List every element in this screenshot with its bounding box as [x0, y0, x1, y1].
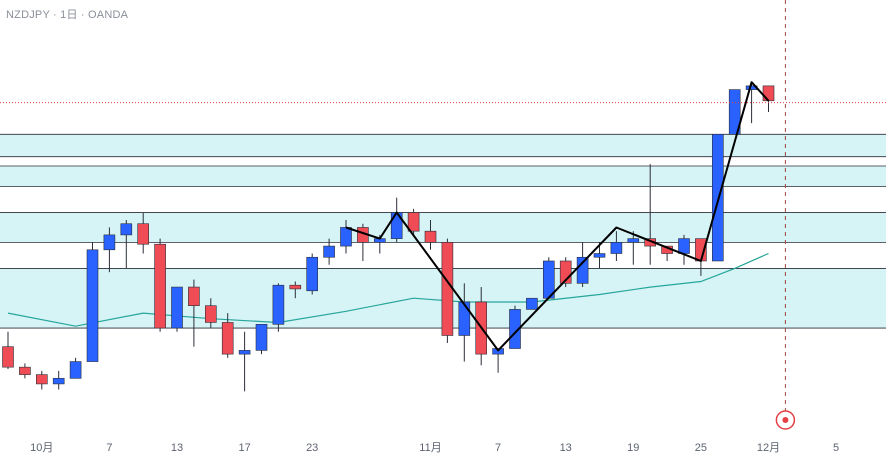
zones-layer [0, 133, 886, 329]
candle-body [728, 89, 741, 135]
candle-7 [120, 220, 133, 269]
candle-body [424, 230, 437, 243]
zone-2 [0, 212, 886, 243]
candle-11 [188, 279, 200, 347]
candle-body [205, 305, 217, 323]
candle-8 [137, 212, 149, 254]
candle-12 [205, 298, 217, 329]
candle-body [593, 253, 606, 258]
candle-34 [576, 242, 589, 288]
candle-36 [610, 231, 623, 261]
candle-26 [441, 238, 454, 343]
candle-body [576, 256, 589, 284]
candle-body [154, 243, 166, 329]
candle-body [559, 260, 572, 284]
symbol-header: NZDJPY · 1日 · OANDA [6, 9, 129, 21]
candle-body [171, 286, 183, 329]
x-tick-label: 19 [627, 442, 639, 454]
x-tick-label: 10月 [30, 442, 53, 454]
candle-33 [559, 257, 572, 288]
candle-body [255, 324, 268, 351]
candle-body [52, 378, 65, 385]
candle-4 [69, 357, 82, 379]
candle-body [509, 309, 521, 349]
candle-body [441, 242, 454, 336]
candle-43 [728, 89, 741, 135]
candle-21 [357, 223, 369, 261]
x-tick-label: 7 [495, 442, 501, 454]
candle-6 [103, 227, 116, 273]
candle-body [762, 85, 775, 102]
candle-45 [762, 85, 775, 112]
x-tick-label: 11月 [419, 442, 441, 454]
candle-3 [52, 370, 65, 390]
candle-body [610, 242, 623, 254]
candle-body [103, 234, 116, 251]
candle-16 [272, 283, 285, 332]
candle-body [272, 284, 285, 325]
candle-29 [492, 348, 504, 373]
candle-body [86, 249, 99, 362]
candle-24 [407, 208, 420, 235]
zone-0 [0, 134, 886, 157]
x-tick-label: 12月 [757, 442, 780, 454]
candle-30 [509, 305, 521, 349]
candle-body [120, 223, 133, 236]
candle-body [323, 245, 335, 258]
candle-body [188, 286, 200, 306]
x-tick-label: 13 [560, 442, 572, 454]
candle-body [678, 238, 690, 254]
candle-5 [86, 242, 99, 362]
candle-32 [542, 257, 555, 299]
candle-body [35, 374, 48, 385]
candle-body [221, 322, 234, 355]
x-tick-label: 25 [695, 442, 707, 454]
candle-body [289, 284, 302, 290]
candle-14 [238, 331, 251, 392]
candle-body [340, 227, 352, 247]
candle-42 [711, 134, 724, 262]
candle-31 [526, 297, 538, 310]
candle-18 [306, 253, 319, 295]
cursor-marker-dot [782, 417, 789, 423]
candle-1 [19, 363, 31, 379]
candle-25 [424, 220, 437, 250]
candles-layer [2, 82, 775, 392]
x-tick-label: 23 [306, 442, 318, 454]
candle-body [19, 366, 31, 375]
candle-body [137, 223, 149, 245]
candle-15 [255, 324, 268, 355]
x-tick-label: 5 [833, 442, 839, 454]
candle-body [711, 134, 724, 262]
candle-9 [154, 238, 166, 332]
x-tick-label: 17 [238, 442, 250, 454]
candle-20 [340, 220, 352, 254]
overlay-layer [0, 0, 886, 432]
x-axis: 10月 7 13 17 23 11月 7 13 19 25 12月 5 [30, 442, 839, 454]
candle-body [2, 346, 14, 368]
candle-body [238, 350, 251, 355]
candle-0 [2, 331, 14, 370]
trend-line [345, 81, 770, 352]
candle-body [69, 361, 82, 379]
candle-37 [627, 231, 640, 265]
trend-layer [345, 81, 770, 352]
candle-10 [171, 286, 183, 332]
candle-19 [323, 238, 335, 265]
x-tick-label: 13 [171, 442, 183, 454]
candle-27 [458, 283, 471, 362]
candle-body [306, 256, 319, 292]
candle-17 [289, 281, 302, 299]
candle-40 [678, 234, 690, 265]
candle-13 [221, 313, 234, 358]
candle-2 [35, 370, 48, 390]
x-tick-label: 7 [106, 442, 112, 454]
candle-body [407, 212, 420, 232]
zone-1 [0, 165, 886, 187]
candle-body [526, 297, 538, 310]
candle-body [627, 238, 640, 243]
candle-body [458, 301, 471, 336]
candle-35 [593, 242, 606, 269]
